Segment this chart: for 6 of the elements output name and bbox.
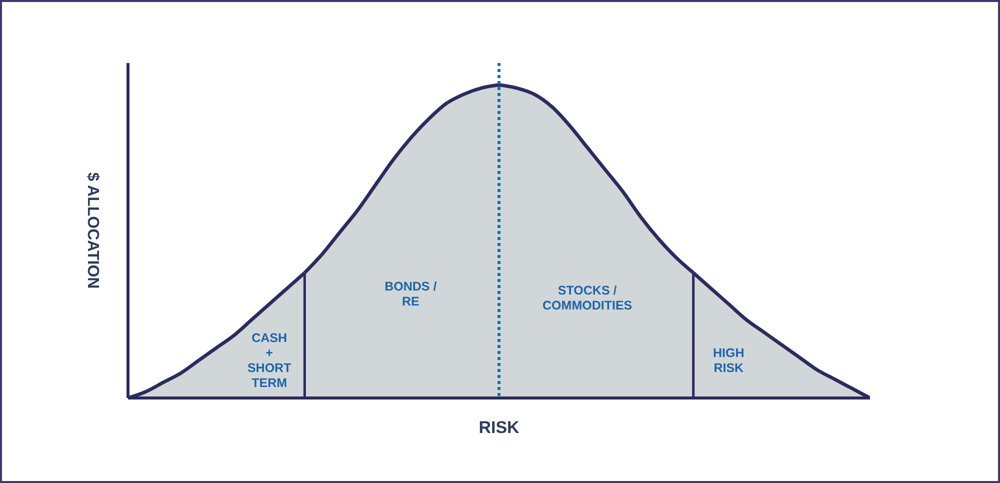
series-label: HIGH RISK — [713, 346, 744, 375]
y-axis-title: $ ALLOCATION — [84, 172, 102, 289]
series-label: STOCKS / COMMODITIES — [542, 283, 632, 312]
series-label: CASH + SHORT TERM — [247, 330, 292, 390]
x-axis-title: RISK — [478, 418, 520, 436]
series-label: BONDS / RE — [384, 280, 438, 309]
